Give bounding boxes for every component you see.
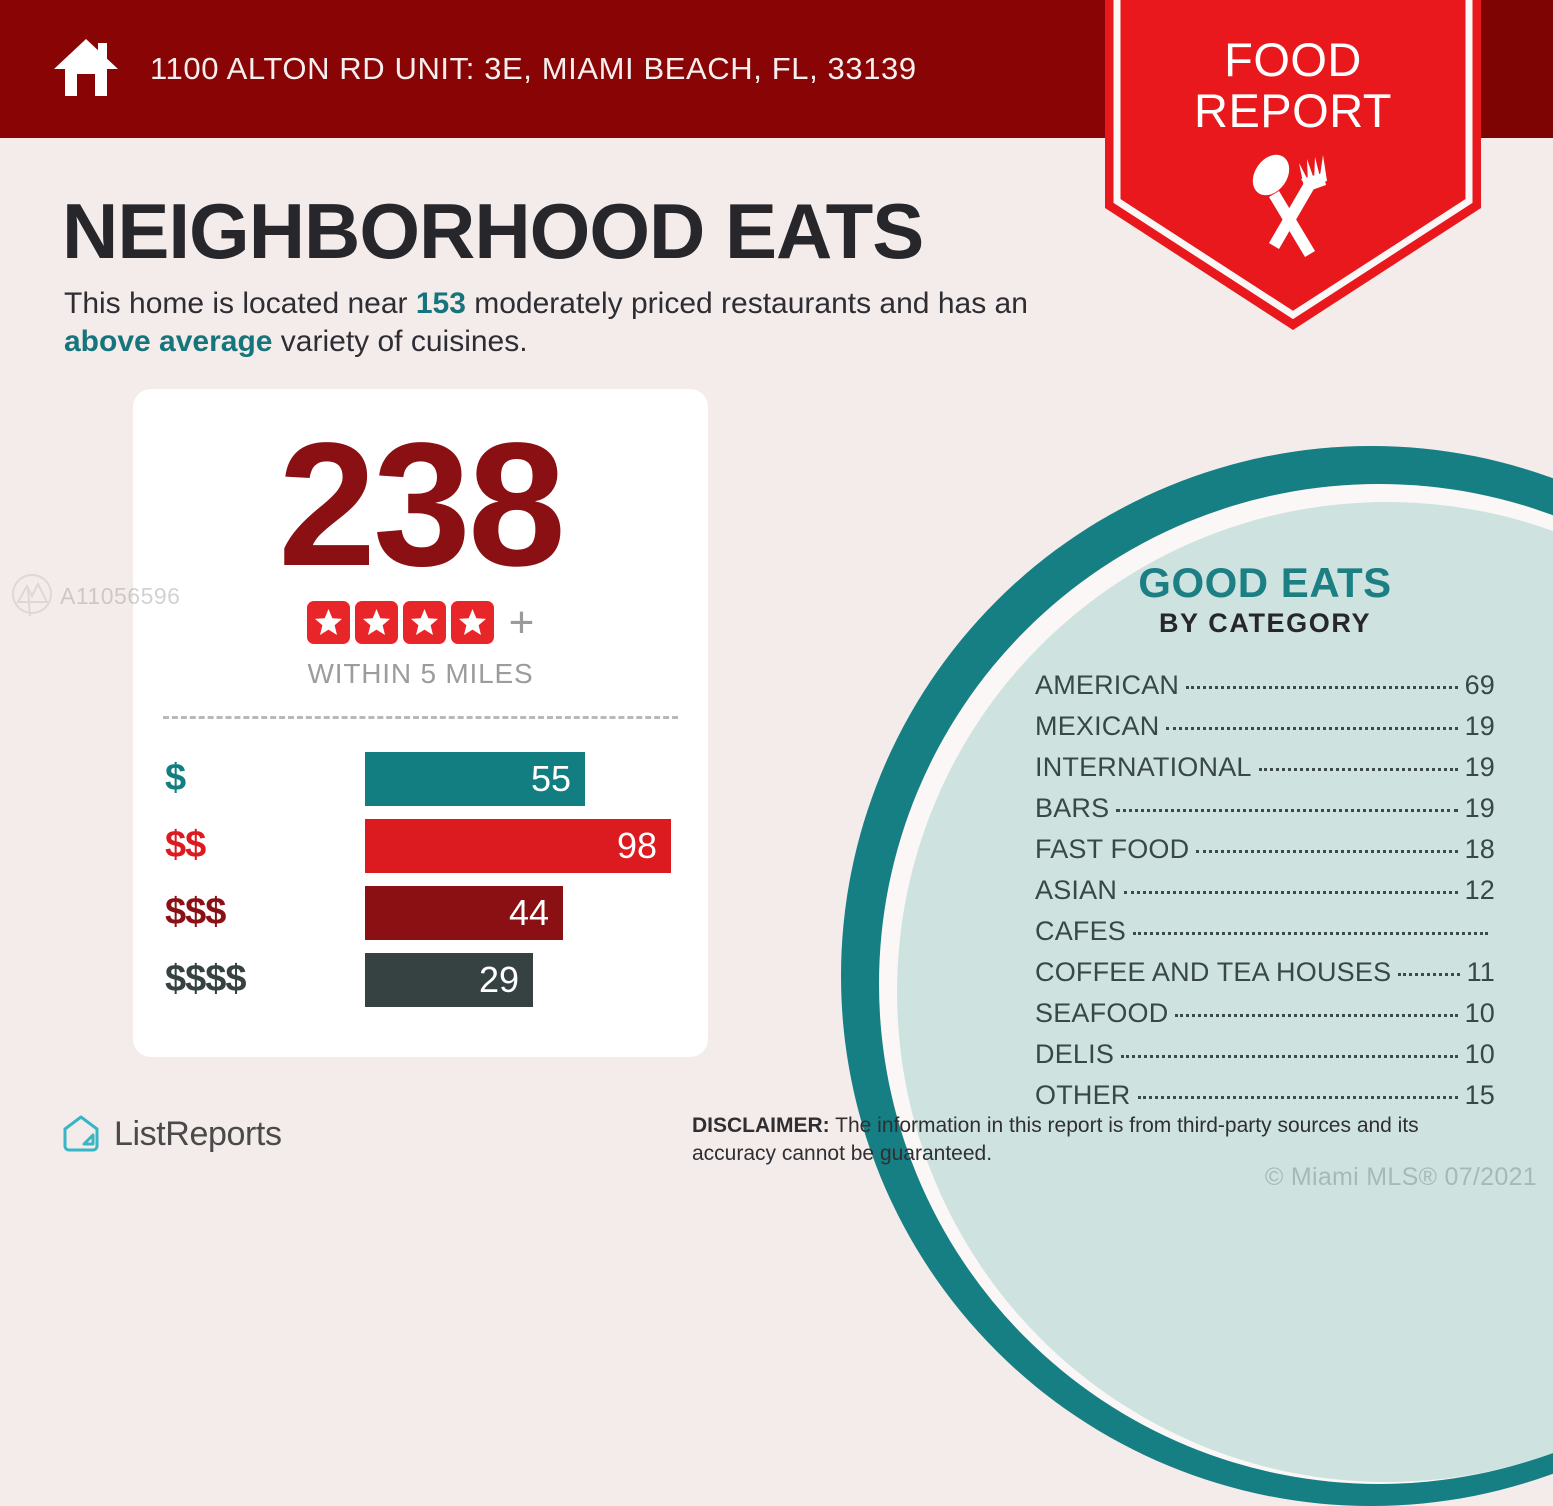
category-name: BARS xyxy=(1035,793,1110,823)
price-tier-label: $$ xyxy=(165,824,206,866)
mls-id-watermark: A11056596 xyxy=(8,572,180,620)
category-name: DELIS xyxy=(1035,1039,1115,1069)
category-count: 10 xyxy=(1464,998,1495,1028)
price-tier-bar: 29 xyxy=(365,952,533,1007)
category-row: ASIAN 12 xyxy=(1035,875,1495,916)
category-leader-dots xyxy=(1124,891,1458,894)
category-row: BARS 19 xyxy=(1035,793,1495,834)
category-leader-dots xyxy=(1196,850,1458,853)
star-rating: + xyxy=(133,597,708,647)
category-row: MEXICAN 19 xyxy=(1035,711,1495,752)
food-report-badge: FOOD REPORT xyxy=(1105,0,1481,330)
category-count: 11 xyxy=(1466,957,1495,987)
subtitle-part-1: This home is located near xyxy=(64,287,416,320)
subtitle-part-2: moderately priced restaurants and has an xyxy=(465,287,1028,320)
price-tier-bar: 98 xyxy=(365,818,671,873)
price-tier-row: $$$$ 29 xyxy=(165,946,708,1013)
price-tier-label: $$$$ xyxy=(165,958,247,1000)
mls-logo-icon xyxy=(8,572,56,620)
category-row: OTHER 15 xyxy=(1035,1080,1495,1121)
star-icon xyxy=(306,601,350,644)
disclaimer: DISCLAIMER: The information in this repo… xyxy=(692,1112,1492,1168)
disclaimer-text: The information in this report is from t… xyxy=(692,1114,1419,1165)
category-count: 19 xyxy=(1464,711,1495,741)
category-count: 12 xyxy=(1464,875,1495,905)
category-count: 19 xyxy=(1464,752,1495,782)
star-icon xyxy=(450,601,494,644)
category-leader-dots xyxy=(1398,973,1460,976)
category-name: SEAFOOD xyxy=(1035,998,1169,1028)
header-address: 1100 ALTON RD UNIT: 3E, MIAMI BEACH, FL,… xyxy=(150,51,917,86)
page-title: NEIGHBORHOOD EATS xyxy=(62,187,924,275)
home-icon xyxy=(50,33,122,105)
category-name: ASIAN xyxy=(1035,875,1118,905)
category-leader-dots xyxy=(1116,809,1458,812)
category-row: SEAFOOD 10 xyxy=(1035,998,1495,1039)
price-tier-bar-chart: $55 $$ 98 $$$ 44 $$$$ 29 xyxy=(133,745,708,1013)
subtitle-part-3: variety of cuisines. xyxy=(272,325,528,358)
subtitle: This home is located near 153 moderately… xyxy=(64,285,1094,361)
subtitle-highlight-count: 153 xyxy=(415,287,466,320)
price-tier-row: $$ 98 xyxy=(165,812,708,879)
category-name: COFFEE AND TEA HOUSES xyxy=(1035,957,1392,987)
category-leader-dots xyxy=(1133,932,1488,935)
star-icon xyxy=(354,601,398,644)
category-row: CAFES xyxy=(1035,916,1495,957)
category-row: FAST FOOD 18 xyxy=(1035,834,1495,875)
category-name: OTHER xyxy=(1035,1080,1131,1110)
category-row: INTERNATIONAL 19 xyxy=(1035,752,1495,793)
category-leader-dots xyxy=(1258,768,1458,771)
category-name: CAFES xyxy=(1035,916,1127,946)
category-leader-dots xyxy=(1166,727,1458,730)
category-row: AMERICAN 69 xyxy=(1035,670,1495,711)
category-count: 69 xyxy=(1464,670,1495,700)
within-miles-label: WITHIN 5 MILES xyxy=(307,658,534,689)
category-leader-dots xyxy=(1186,686,1458,689)
disclaimer-label: DISCLAIMER: xyxy=(692,1114,830,1137)
category-name: FAST FOOD xyxy=(1035,834,1190,864)
header-bar: 1100 ALTON RD UNIT: 3E, MIAMI BEACH, FL,… xyxy=(0,0,1110,138)
good-eats-title: GOOD EATS xyxy=(1138,559,1392,606)
category-row: COFFEE AND TEA HOUSES 11 xyxy=(1035,957,1495,998)
price-tier-label: $ xyxy=(165,757,186,799)
price-tier-label: $$$ xyxy=(165,891,226,933)
category-list: AMERICAN 69 MEXICAN 19 INTERNATIONAL 19 BARS 19… xyxy=(1035,670,1495,1121)
mls-copyright-watermark: © Miami MLS® 07/2021 xyxy=(1264,1163,1537,1191)
category-row: DELIS 10 xyxy=(1035,1039,1495,1080)
star-plus-label: + xyxy=(508,597,535,647)
mls-id-text: A11056596 xyxy=(60,582,181,609)
listreports-house-icon xyxy=(60,1113,102,1155)
category-name: AMERICAN xyxy=(1035,670,1180,700)
category-leader-dots xyxy=(1121,1055,1458,1058)
listreports-logo: ListReports xyxy=(60,1113,282,1155)
category-count: 19 xyxy=(1464,793,1495,823)
restaurant-count: 238 xyxy=(278,407,566,603)
stat-card: 238 + WITHIN 5 MILES $55 $$ 98 $$$ 44 $$$$ 29 xyxy=(133,389,708,1057)
category-leader-dots xyxy=(1175,1014,1458,1017)
category-leader-dots xyxy=(1137,1096,1458,1099)
price-tier-row: $55 xyxy=(165,745,708,812)
good-eats-subtitle: BY CATEGORY xyxy=(1158,608,1372,638)
category-count: 10 xyxy=(1464,1039,1495,1069)
price-tier-row: $$$ 44 xyxy=(165,879,708,946)
price-tier-bar: 55 xyxy=(365,751,585,806)
card-divider xyxy=(163,716,678,719)
subtitle-highlight-variety: above average xyxy=(64,325,273,358)
category-count: 15 xyxy=(1464,1080,1495,1110)
category-name: MEXICAN xyxy=(1035,711,1160,741)
category-count: 18 xyxy=(1464,834,1495,864)
star-icon xyxy=(402,601,446,644)
price-tier-bar: 44 xyxy=(365,885,563,940)
good-eats-panel: GOOD EATS BY CATEGORY AMERICAN 69 MEXICAN 1… xyxy=(1035,560,1495,1121)
listreports-name: ListReports xyxy=(114,1114,282,1153)
category-name: INTERNATIONAL xyxy=(1035,752,1252,782)
